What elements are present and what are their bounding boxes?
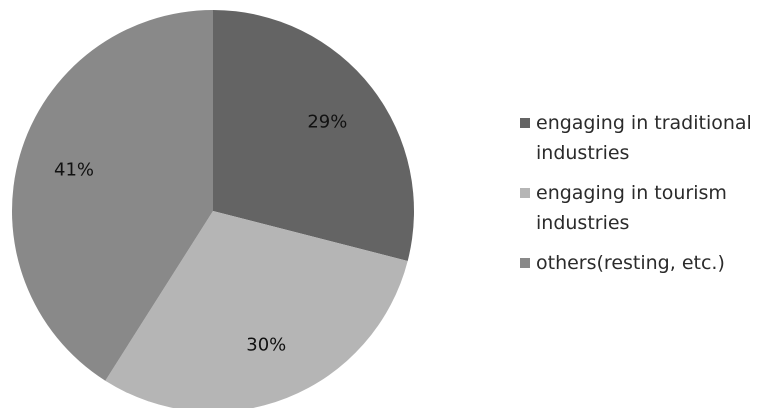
legend-label: engaging in traditional industries — [536, 112, 752, 164]
legend-swatch — [520, 118, 530, 128]
slice-label-traditional-industries: 29% — [307, 111, 347, 132]
legend-item-others: others(resting, etc.) — [520, 248, 756, 278]
pie-chart: 29% 30% 41% — [12, 10, 414, 408]
legend-swatch — [520, 258, 530, 268]
slice-others — [12, 10, 214, 381]
chart-legend: engaging in traditional industries engagi… — [520, 108, 756, 288]
slice-tourism-industries — [105, 211, 408, 408]
slice-label-others: 41% — [54, 160, 94, 181]
slice-traditional-industries — [213, 10, 414, 261]
legend-label: others(resting, etc.) — [536, 252, 725, 274]
legend-item-traditional-industries: engaging in traditional industries — [520, 108, 756, 168]
legend-label: engaging in tourism industries — [536, 182, 727, 234]
slice-label-tourism-industries: 30% — [246, 335, 286, 356]
legend-item-tourism-industries: engaging in tourism industries — [520, 178, 756, 238]
legend-swatch — [520, 188, 530, 198]
